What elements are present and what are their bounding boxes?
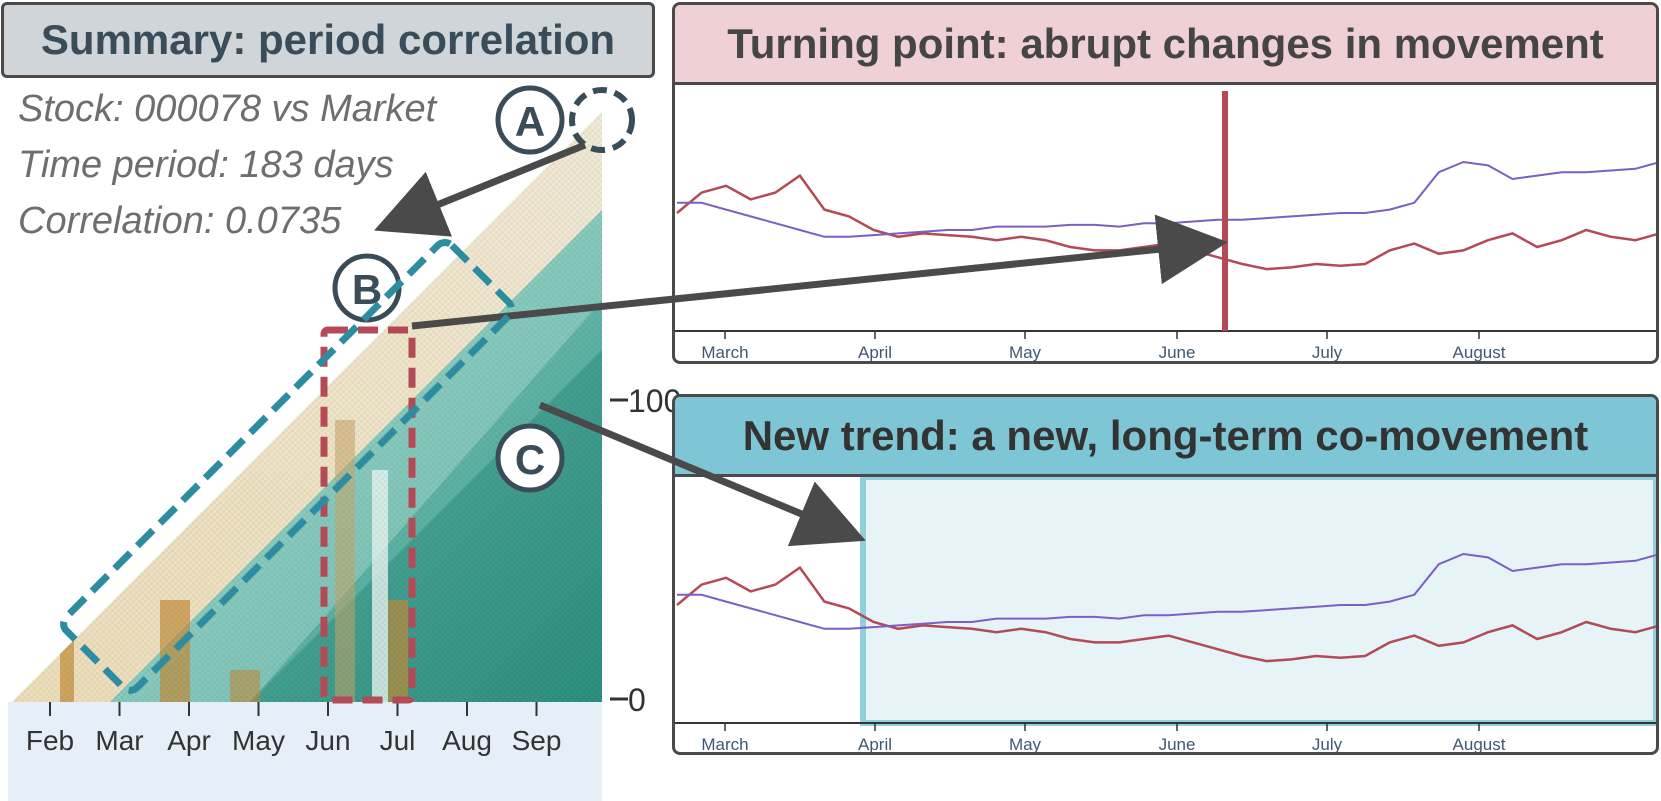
- x-tick-label-aug: Aug: [442, 725, 492, 756]
- x-tick-label-may: May: [1009, 343, 1042, 362]
- x-tick-label-may: May: [1009, 735, 1042, 754]
- x-tick-label-march: March: [701, 343, 748, 362]
- x-tick-label-may: May: [232, 725, 285, 756]
- y-tick-0: 0: [628, 682, 646, 718]
- new-trend-title: New trend: a new, long-term co-movement: [675, 397, 1656, 477]
- x-tick-label-apr: Apr: [167, 725, 211, 756]
- stock-label: Stock: 000078 vs Market: [18, 88, 437, 130]
- summary-title: Summary: period correlation: [1, 2, 655, 78]
- x-tick-label-july: July: [1312, 735, 1343, 754]
- series-line-1: [676, 565, 1656, 663]
- x-tick-label-mar: Mar: [95, 725, 143, 756]
- x-tick-label-june: June: [1159, 343, 1196, 362]
- new-trend-chart: March April May June July August: [675, 477, 1656, 754]
- x-tick-label-june: June: [1159, 735, 1196, 754]
- new-trend-region: [860, 477, 1656, 726]
- x-tick-label-april: April: [858, 343, 892, 362]
- time-period-label: Time period: 183 days: [18, 144, 394, 186]
- series-line-2: [677, 160, 1656, 238]
- turning-point-title: Turning point: abrupt changes in movemen…: [675, 5, 1656, 85]
- x-tick-label-august: August: [1453, 735, 1506, 754]
- turning-point-chart: March April May June July August: [675, 91, 1656, 362]
- x-tick-label-feb: Feb: [26, 725, 74, 756]
- x-tick-label-march: March: [701, 735, 748, 754]
- x-axis-strip: [8, 702, 602, 801]
- correlation-label: Correlation: 0.0735: [18, 200, 342, 242]
- series-line-2: [677, 552, 1656, 630]
- x-tick-label-jun: Jun: [305, 725, 350, 756]
- x-tick-label-august: August: [1453, 343, 1506, 362]
- new-trend-panel: New trend: a new, long-term co-movement …: [672, 394, 1659, 755]
- x-tick-label-april: April: [858, 735, 892, 754]
- x-tick-label-july: July: [1312, 343, 1343, 362]
- period-correlation-heatmap: Feb Mar Apr May Jun Jul Aug Sep 100 0: [8, 112, 681, 801]
- x-tick-label-jul: Jul: [380, 725, 416, 756]
- x-tick-label-sep: Sep: [512, 725, 562, 756]
- turning-point-panel: Turning point: abrupt changes in movemen…: [672, 2, 1659, 364]
